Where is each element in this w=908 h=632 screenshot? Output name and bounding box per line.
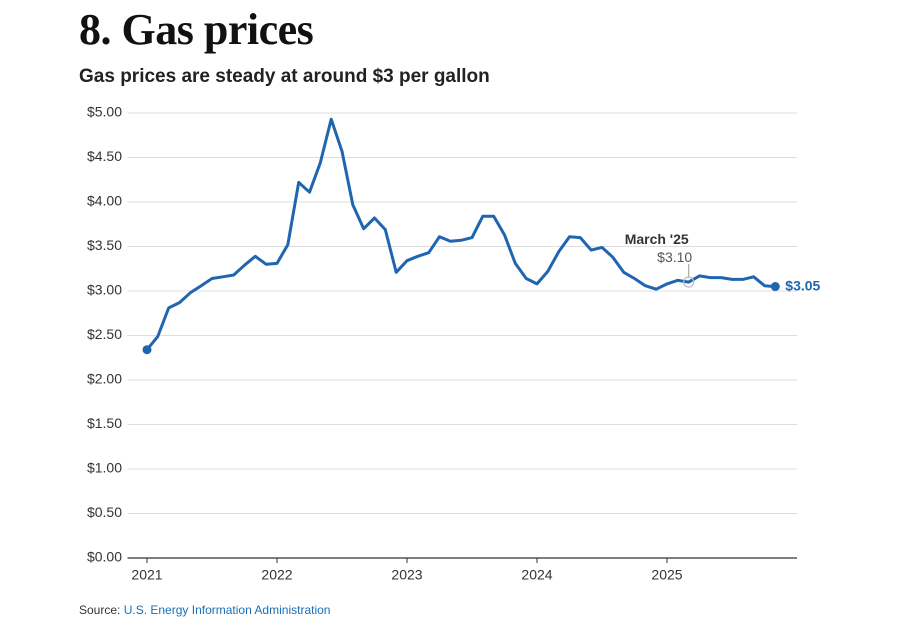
y-tick-label: $5.00 — [87, 104, 122, 120]
x-tick-label: 2024 — [521, 567, 552, 583]
y-tick-label: $3.00 — [87, 282, 122, 298]
annotation-title: March '25 — [625, 231, 689, 247]
y-tick-label: $2.00 — [87, 371, 122, 387]
end-label: $3.05 — [785, 277, 820, 293]
y-tick-label: $0.50 — [87, 504, 122, 520]
line — [145, 117, 776, 351]
y-tick-label: $1.00 — [87, 460, 122, 476]
x-tick-label: 2022 — [261, 567, 292, 583]
y-tick-label: $4.00 — [87, 193, 122, 209]
source-link[interactable]: U.S. Energy Information Administration — [123, 603, 331, 617]
x-tick-label: 2023 — [391, 567, 422, 583]
y-tick-label: $1.50 — [87, 415, 122, 431]
source: Source: U.S. Energy Information Administ… — [79, 603, 330, 617]
end-dot — [770, 282, 780, 292]
source-label: Source: — [79, 603, 121, 617]
start-dot — [142, 345, 152, 355]
x-tick-label: 2021 — [131, 567, 162, 583]
chart-title: Gas prices are steady at around $3 per g… — [79, 66, 490, 87]
y-tick-label: $3.50 — [87, 237, 122, 253]
page-title: 8. Gas prices — [79, 5, 314, 54]
annotation-label: $3.10 — [657, 249, 692, 265]
x-tick-label: 2025 — [651, 567, 682, 583]
y-tick-label: $0.00 — [87, 549, 122, 565]
annotation-marker — [683, 276, 695, 288]
y-tick-label: $4.50 — [87, 148, 122, 164]
y-tick-label: $2.50 — [87, 326, 122, 342]
